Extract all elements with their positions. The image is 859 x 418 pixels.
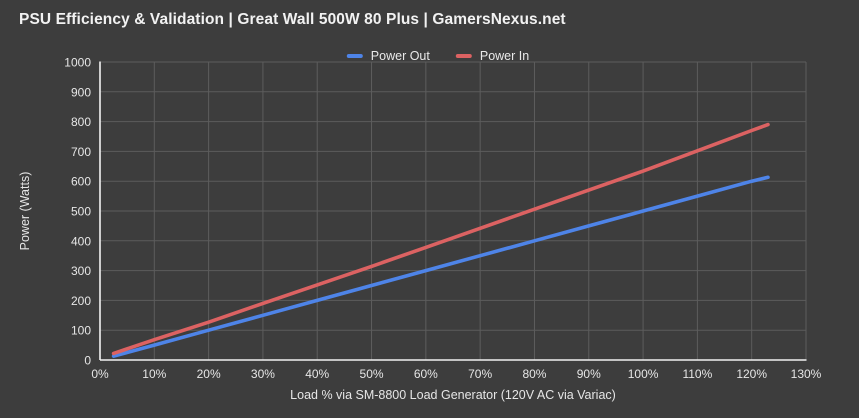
y-tick-label: 400 (71, 234, 91, 248)
series-line-power-in (111, 122, 770, 356)
power-in-swatch-icon (455, 54, 472, 58)
series-line-power-out (111, 175, 770, 358)
y-tick-label: 700 (71, 145, 91, 159)
x-axis-title: Load % via SM-8800 Load Generator (120V … (290, 388, 616, 402)
y-tick-label: 800 (71, 115, 91, 129)
y-tick-label: 900 (71, 85, 91, 99)
x-tick-label: 70% (468, 367, 492, 381)
y-tick-label: 1000 (64, 56, 91, 70)
legend-label-power-out: Power Out (370, 49, 430, 63)
y-tick-label: 300 (71, 264, 91, 278)
legend-item-power-in: Power In (455, 49, 530, 63)
x-tick-label: 110% (682, 367, 712, 381)
y-tick-label: 0 (84, 354, 91, 368)
legend-label-power-in: Power In (479, 49, 530, 63)
x-tick-label: 50% (360, 367, 384, 381)
legend-item-power-out: Power Out (346, 49, 430, 63)
x-tick-label: 0% (91, 367, 109, 381)
chart-title: PSU Efficiency & Validation | Great Wall… (19, 11, 566, 28)
power-out-swatch-icon (346, 54, 363, 58)
chart-legend: Power Out Power In (346, 49, 530, 63)
y-tick-label: 100 (71, 324, 91, 338)
x-tick-label: 20% (197, 367, 221, 381)
x-tick-label: 10% (142, 367, 166, 381)
x-tick-label: 100% (628, 367, 659, 381)
x-tick-label: 60% (414, 367, 438, 381)
x-tick-label: 130% (791, 367, 822, 381)
x-tick-label: 30% (251, 367, 275, 381)
x-tick-label: 120% (736, 367, 767, 381)
y-tick-label: 500 (71, 205, 91, 219)
x-tick-label: 40% (305, 367, 329, 381)
x-tick-label: 80% (522, 367, 546, 381)
y-tick-label: 600 (71, 175, 91, 189)
y-axis-title: Power (Watts) (18, 172, 32, 251)
x-tick-label: 90% (577, 367, 601, 381)
y-tick-label: 200 (71, 294, 91, 308)
